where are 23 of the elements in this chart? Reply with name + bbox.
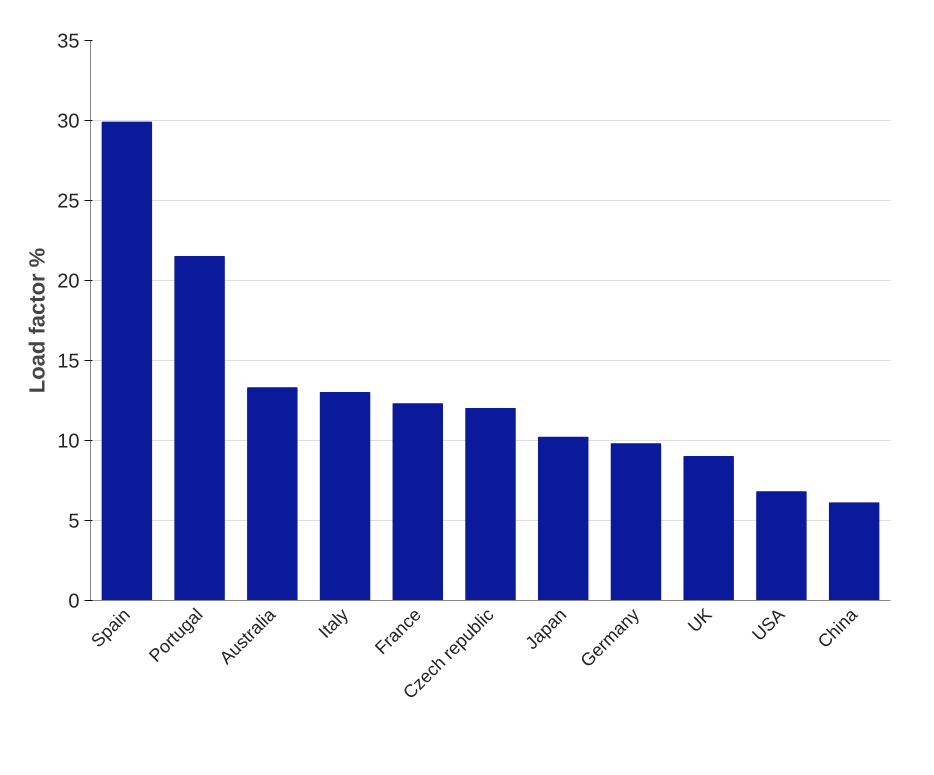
y-tick-label: 10 [57,430,80,452]
x-tick-label: USA [748,604,788,645]
bar [102,122,152,600]
bar [320,392,370,600]
bar [538,436,588,600]
y-tick-label: 20 [57,270,80,292]
bar [683,456,734,600]
y-axis-title: Load factor % [24,248,50,394]
bar [756,491,807,600]
y-tick-label: 30 [57,110,80,132]
bar [610,443,662,600]
bar [174,256,225,600]
bar [392,403,443,600]
y-tick-label: 25 [57,190,80,212]
y-tick-label: 5 [68,510,80,532]
bar [465,408,516,600]
x-tick-label: UK [684,604,716,636]
y-tick-label: 35 [57,30,80,52]
bar [828,502,880,600]
y-tick-label: 0 [68,590,80,612]
x-tick-label: Italy [314,604,352,642]
bar [247,387,298,600]
y-tick-label: 15 [57,350,80,372]
